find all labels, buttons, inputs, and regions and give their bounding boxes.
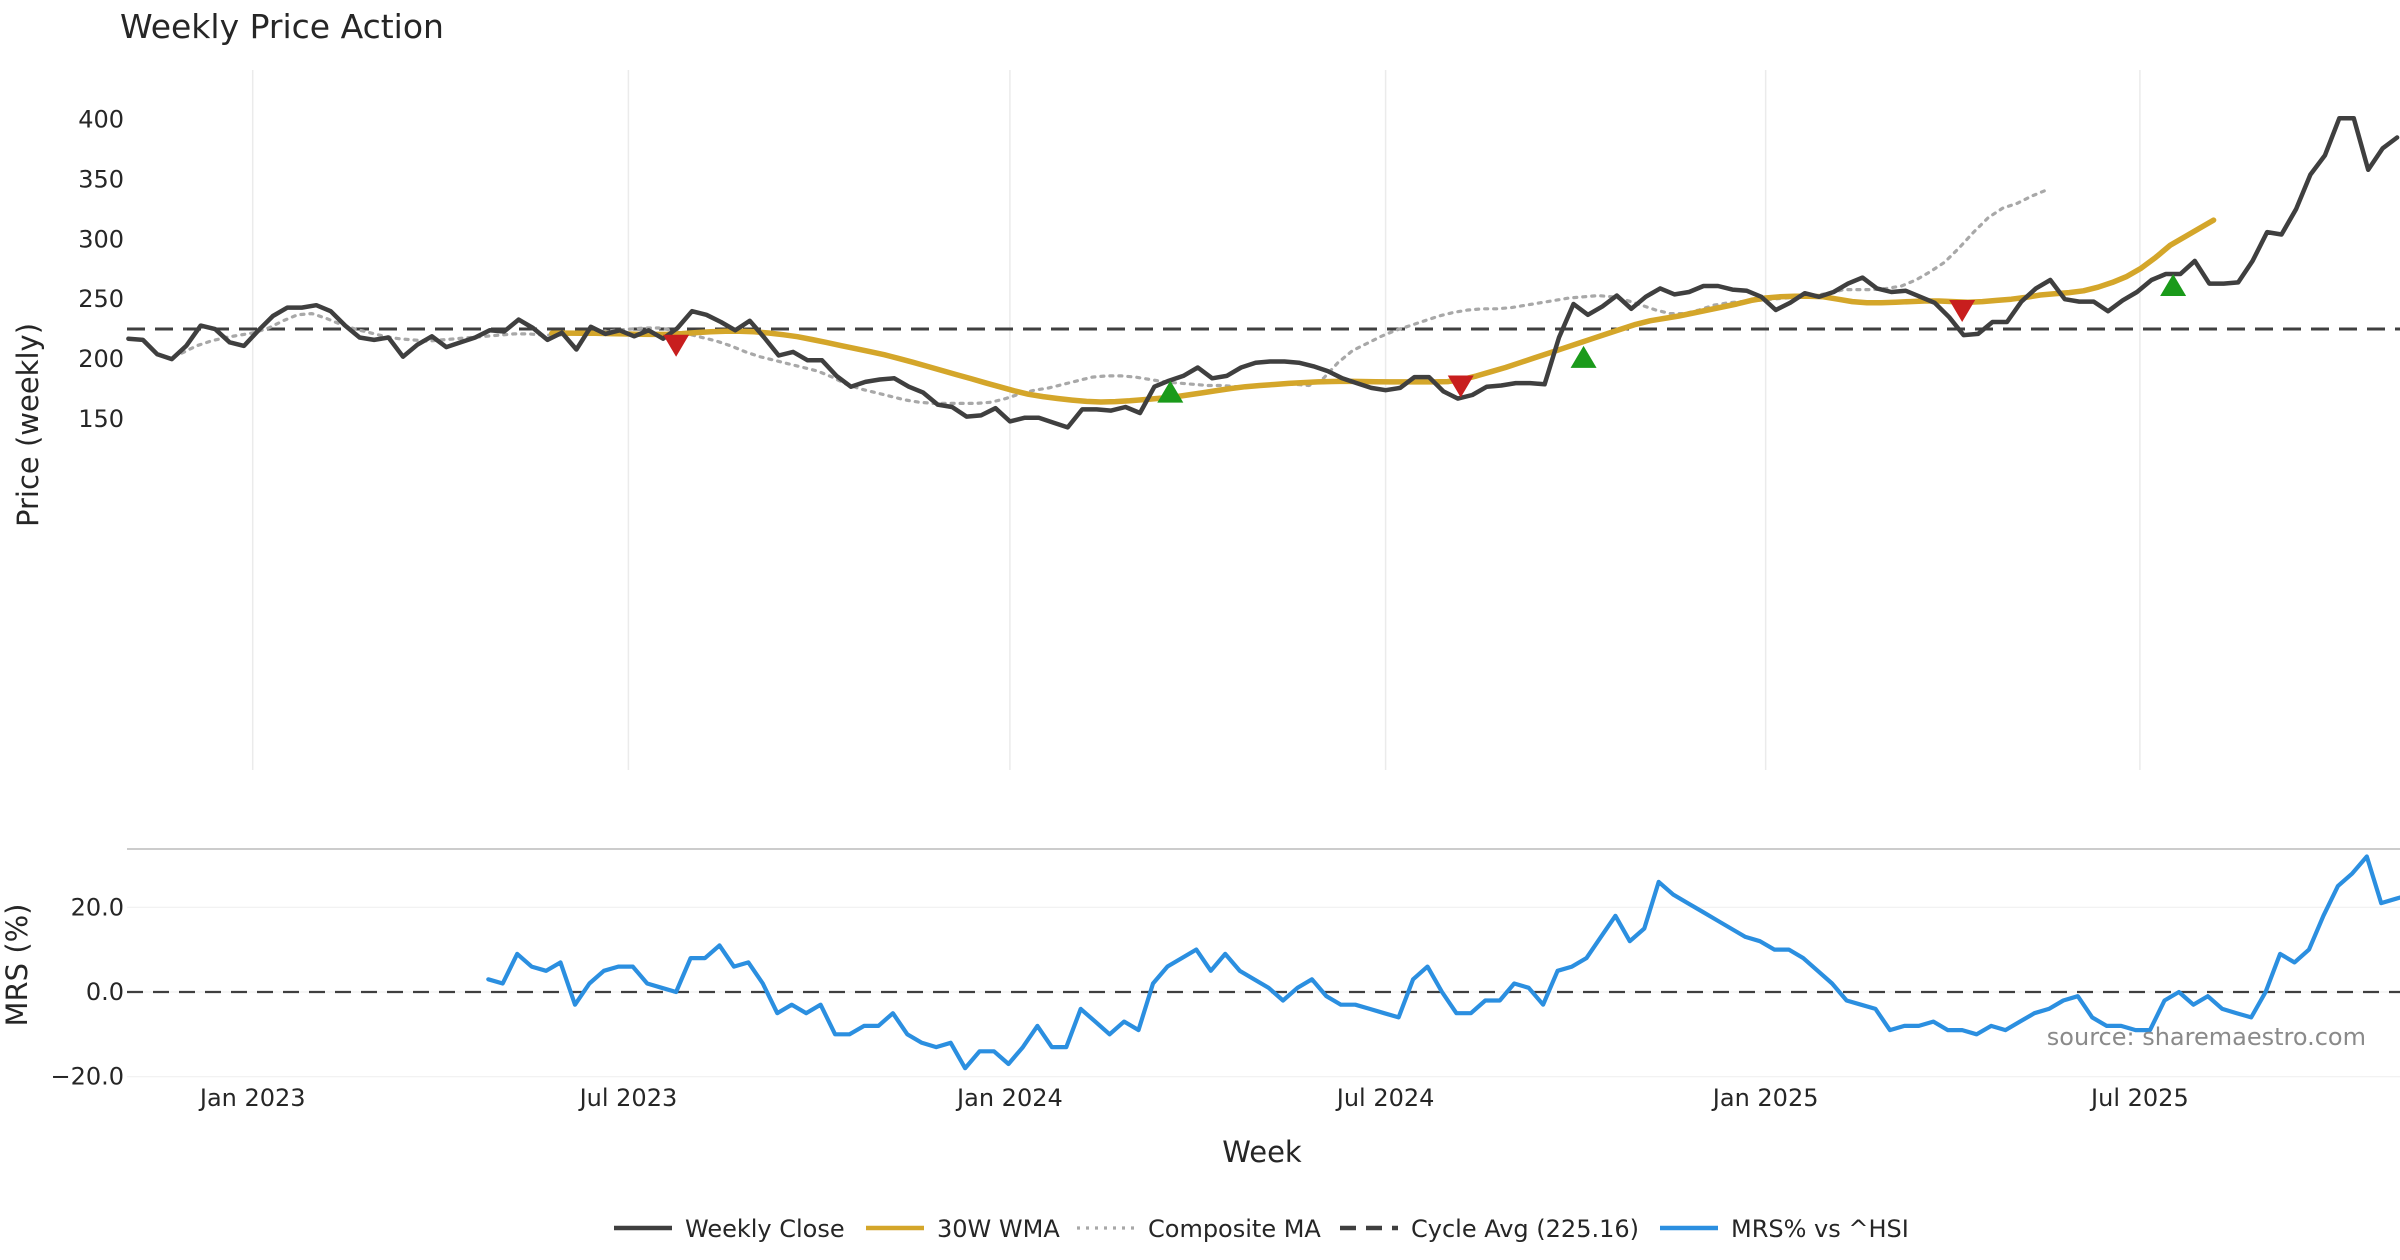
legend-label-cycle-avg-225-16: Cycle Avg (225.16) [1411, 1215, 1639, 1243]
source-note: source: sharemaestro.com [2047, 1023, 2366, 1051]
buy-signal-marker [1570, 345, 1597, 368]
sell-signal-marker [1447, 375, 1474, 398]
buy-signal-marker [1157, 380, 1184, 403]
sell-signal-marker [1949, 299, 1976, 322]
price-series [126, 116, 2400, 430]
legend-label-30w-wma: 30W WMA [937, 1215, 1060, 1243]
mrs-line [486, 854, 2400, 1071]
vertical-gridlines [251, 70, 2141, 770]
x-axis-label: Week [1222, 1135, 1302, 1169]
price-y-tick-350: 350 [78, 165, 124, 193]
price-y-tick-200: 200 [78, 345, 124, 373]
x-tick-label-jan-2025: Jan 2025 [1711, 1084, 1819, 1112]
price-y-axis-label: Price (weekly) [11, 323, 45, 527]
price-y-tick-150: 150 [78, 405, 124, 433]
30w-wma-line [549, 217, 2217, 405]
mrs-y-tick-0: 20.0 [71, 893, 124, 921]
chart-title: Weekly Price Action [120, 7, 444, 46]
price-y-tick-400: 400 [78, 106, 124, 134]
x-tick-label-jul-2025: Jul 2025 [2089, 1084, 2189, 1112]
x-tick-label-jul-2024: Jul 2024 [1335, 1084, 1435, 1112]
sell-signal-marker [663, 334, 690, 357]
mrs-y-axis-label: MRS (%) [0, 904, 34, 1027]
legend: Weekly Close 30W WMA Composite MA Cycle Avg… [614, 1215, 1909, 1243]
legend-label-mrs-vs-hsi: MRS% vs ^HSI [1731, 1215, 1909, 1243]
price-y-axis-ticks: 150 200 250 300 350 400 [78, 106, 124, 434]
mrs-series [486, 854, 2400, 1071]
legend-label-weekly-close: Weekly Close [685, 1215, 845, 1243]
x-axis-ticks: Jan 2023 Jul 2023 Jan 2024 Jul 2024 Jan 2025… [198, 1084, 2189, 1112]
reference-lines [127, 327, 2400, 994]
legend-label-composite-ma: Composite MA [1148, 1215, 1321, 1243]
mrs-y-tick-2: −20.0 [50, 1063, 124, 1091]
mrs-y-tick-1: 0.0 [86, 978, 124, 1006]
buy-signal-marker [2160, 274, 2187, 297]
price-y-tick-300: 300 [78, 225, 124, 253]
x-tick-label-jan-2024: Jan 2024 [955, 1084, 1063, 1112]
x-tick-label-jan-2023: Jan 2023 [198, 1084, 306, 1112]
price-y-tick-250: 250 [78, 285, 124, 313]
signal-markers [663, 274, 2187, 403]
x-tick-label-jul-2023: Jul 2023 [578, 1084, 678, 1112]
weekly-close-line [126, 116, 2400, 430]
